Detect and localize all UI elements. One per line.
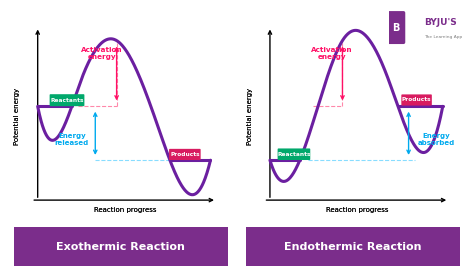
Text: Energy
released: Energy released <box>55 133 89 146</box>
Text: BYJU'S: BYJU'S <box>424 18 457 27</box>
Text: Potential energy: Potential energy <box>246 88 253 145</box>
Text: The Learning App: The Learning App <box>424 35 463 39</box>
FancyBboxPatch shape <box>238 227 468 266</box>
Text: Reaction progress: Reaction progress <box>326 207 389 213</box>
FancyBboxPatch shape <box>50 94 84 106</box>
FancyBboxPatch shape <box>6 227 236 266</box>
Text: Energy
absorbed: Energy absorbed <box>418 133 455 146</box>
Text: Potential energy: Potential energy <box>14 88 20 145</box>
Text: Products: Products <box>170 152 200 157</box>
Text: Reaction progress: Reaction progress <box>94 207 156 213</box>
Text: Potential energy: Potential energy <box>246 88 253 145</box>
Text: Activation
energy: Activation energy <box>81 47 122 60</box>
Text: Activation
energy: Activation energy <box>311 47 353 60</box>
Text: Reaction progress: Reaction progress <box>326 207 389 213</box>
Text: Endothermic Reaction: Endothermic Reaction <box>284 242 422 252</box>
FancyBboxPatch shape <box>278 148 310 160</box>
Text: Reactants: Reactants <box>277 152 310 157</box>
Text: Exothermic Reaction: Exothermic Reaction <box>56 242 185 252</box>
FancyBboxPatch shape <box>169 149 201 160</box>
Text: Reactants: Reactants <box>50 98 84 103</box>
Text: Products: Products <box>402 98 431 102</box>
FancyBboxPatch shape <box>401 94 432 106</box>
FancyBboxPatch shape <box>387 11 405 44</box>
Text: Potential energy: Potential energy <box>14 88 20 145</box>
Text: Reaction progress: Reaction progress <box>94 207 156 213</box>
Text: B: B <box>392 23 400 33</box>
